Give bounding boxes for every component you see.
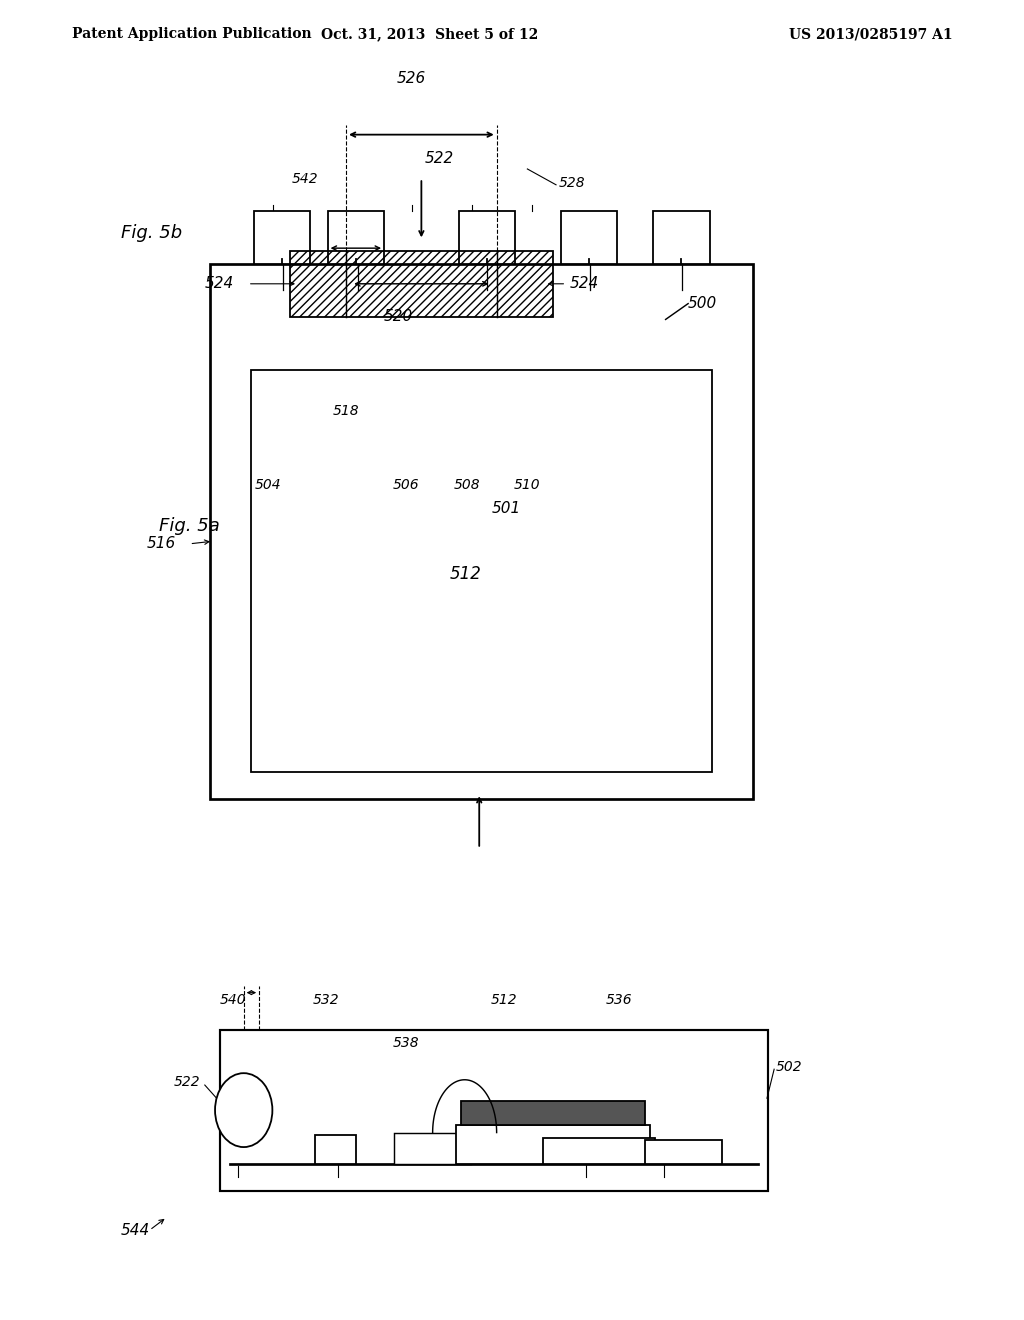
Text: 542: 542 — [292, 172, 318, 186]
Bar — [251, 370, 712, 772]
Bar — [543, 1138, 655, 1164]
Text: 522: 522 — [174, 1076, 201, 1089]
Bar — [561, 211, 617, 264]
Bar — [290, 251, 553, 317]
Text: 524: 524 — [204, 276, 233, 292]
Bar — [645, 1140, 722, 1164]
Text: 506: 506 — [393, 478, 420, 492]
Text: 504: 504 — [255, 478, 282, 492]
Bar — [653, 211, 710, 264]
Text: 532: 532 — [312, 993, 339, 1007]
Bar — [459, 211, 515, 264]
Text: 510: 510 — [514, 478, 541, 492]
Text: 500: 500 — [688, 296, 718, 312]
Text: 538: 538 — [393, 1036, 420, 1051]
Text: 512: 512 — [490, 993, 517, 1007]
Text: Fig. 5b: Fig. 5b — [121, 224, 182, 243]
Bar — [328, 211, 384, 264]
Text: 528: 528 — [559, 176, 586, 190]
Text: 512: 512 — [450, 565, 482, 583]
Bar — [210, 264, 753, 799]
Bar — [220, 1030, 768, 1191]
Text: 502: 502 — [776, 1060, 803, 1073]
Bar — [394, 1133, 471, 1164]
Text: Fig. 5a: Fig. 5a — [159, 517, 219, 536]
Text: 520: 520 — [384, 309, 414, 323]
Text: 516: 516 — [146, 536, 176, 552]
Text: 501: 501 — [492, 500, 521, 516]
Text: US 2013/0285197 A1: US 2013/0285197 A1 — [788, 28, 952, 41]
Text: 540: 540 — [220, 993, 247, 1007]
Text: 526: 526 — [397, 71, 426, 86]
Text: 544: 544 — [121, 1222, 151, 1238]
Text: Oct. 31, 2013  Sheet 5 of 12: Oct. 31, 2013 Sheet 5 of 12 — [322, 28, 539, 41]
Bar — [254, 211, 310, 264]
Text: Patent Application Publication: Patent Application Publication — [72, 28, 311, 41]
Bar — [461, 1101, 645, 1125]
Text: 524: 524 — [569, 276, 599, 292]
Text: 508: 508 — [454, 478, 480, 492]
Bar — [315, 1135, 356, 1164]
Text: 522: 522 — [425, 152, 455, 166]
Bar — [456, 1125, 650, 1164]
Text: 536: 536 — [606, 993, 633, 1007]
Text: 518: 518 — [333, 404, 359, 418]
Circle shape — [215, 1073, 272, 1147]
